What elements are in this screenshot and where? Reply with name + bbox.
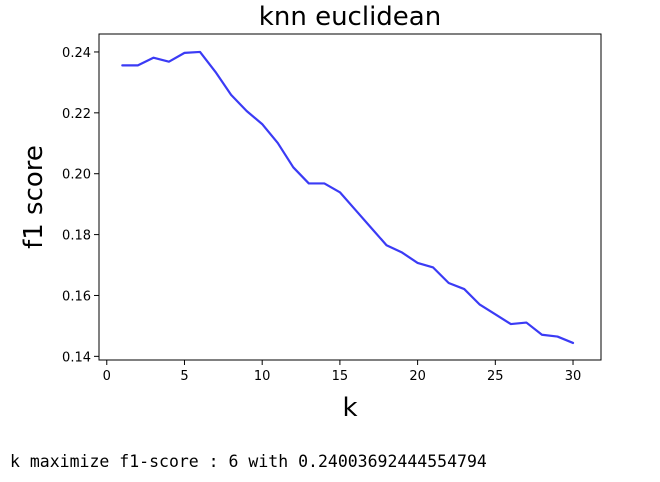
output-text: k maximize f1-score : 6 with 0.240036924… — [10, 452, 487, 471]
chart-container: knn euclidean 0 5 10 15 20 25 30 0.14 0.16 0.18 0.2… — [19, 2, 602, 423]
y-tick-label: 0.18 — [62, 229, 91, 244]
y-tick-label: 0.22 — [62, 107, 91, 122]
x-axis-label: k — [342, 393, 357, 423]
y-axis-label: f1 score — [19, 145, 49, 249]
x-tick-label: 5 — [180, 369, 188, 384]
x-tick-label: 20 — [409, 369, 426, 384]
y-tick-label: 0.14 — [62, 350, 91, 365]
chart-title: knn euclidean — [259, 2, 441, 32]
x-tick-label: 30 — [565, 369, 582, 384]
series-line-0 — [121, 50, 575, 345]
x-tick-label: 25 — [487, 369, 504, 384]
x-tick-label: 15 — [332, 369, 349, 384]
y-tick-label: 0.16 — [62, 289, 91, 304]
x-tick-label: 10 — [254, 369, 271, 384]
plot-frame — [98, 33, 602, 361]
line-chart: knn euclidean 0 5 10 15 20 25 30 0.14 0.16 0.18 0.2… — [19, 2, 602, 423]
y-tick-label: 0.24 — [62, 46, 91, 61]
y-tick-label: 0.20 — [62, 168, 91, 183]
x-tick-label: 0 — [103, 369, 111, 384]
